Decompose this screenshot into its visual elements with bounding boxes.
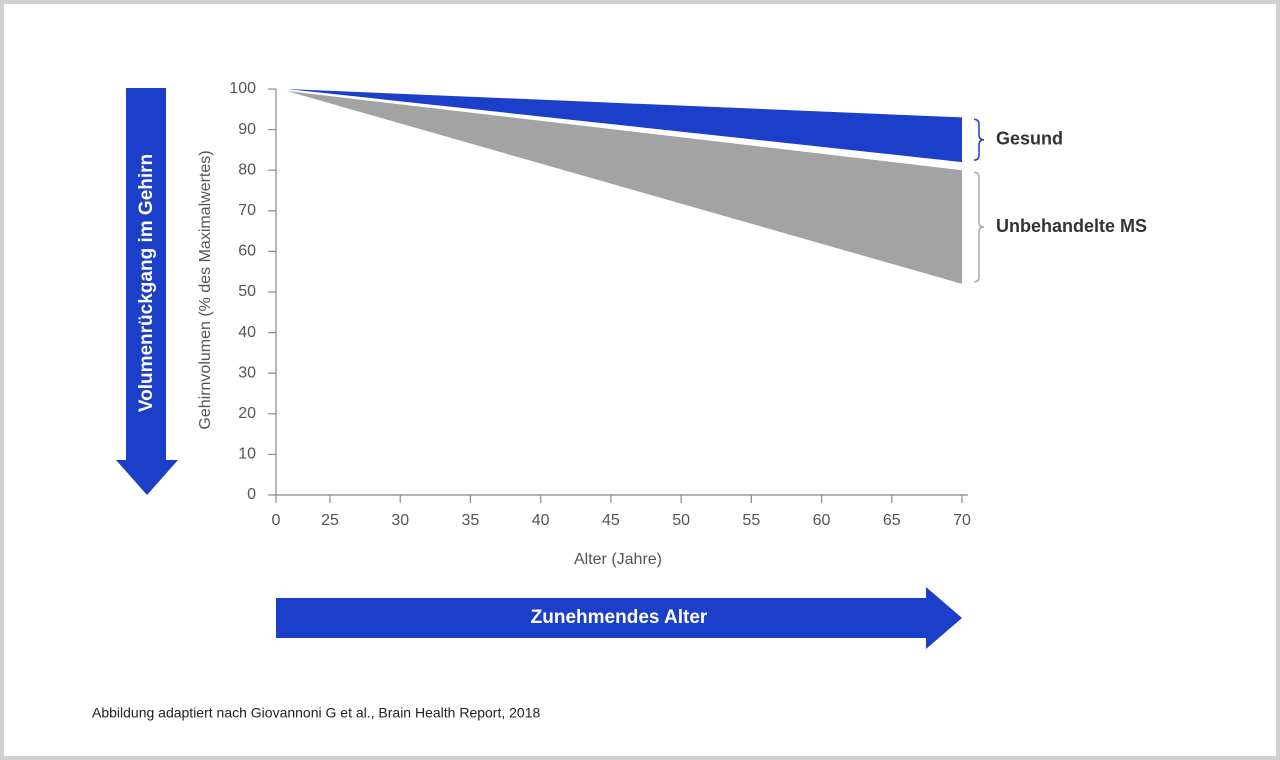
- y-tick-label: 70: [238, 202, 256, 219]
- horizontal-arrow-label: Zunehmendes Alter: [531, 607, 708, 628]
- y-tick-label: 60: [238, 243, 256, 260]
- x-tick-label: 35: [462, 512, 480, 529]
- x-tick-label: 25: [321, 512, 339, 529]
- source-note: Abbildung adaptiert nach Giovannoni G et…: [92, 705, 541, 721]
- x-tick-label: 40: [532, 512, 550, 529]
- x-tick-label: 70: [953, 512, 971, 529]
- range-band: [286, 89, 962, 163]
- legend-label: Gesund: [996, 129, 1063, 149]
- y-tick-label: 50: [238, 283, 256, 300]
- x-tick-label: 55: [742, 512, 760, 529]
- x-tick-label: 0: [272, 512, 281, 529]
- y-tick-label: 10: [238, 446, 256, 463]
- vertical-arrow-label: Volumenrückgang im Gehirn: [136, 154, 157, 412]
- bracket: [973, 118, 985, 161]
- vertical-arrow: [116, 88, 178, 495]
- y-tick-label: 40: [238, 324, 256, 341]
- range-band: [286, 91, 962, 284]
- horizontal-arrow: [276, 587, 962, 649]
- x-tick-label: 50: [672, 512, 690, 529]
- y-tick-label: 80: [238, 161, 256, 178]
- legend-label: Unbehandelte MS: [996, 216, 1147, 236]
- y-tick-label: 90: [238, 121, 256, 138]
- y-tick-label: 30: [238, 364, 256, 381]
- x-axis-title: Alter (Jahre): [574, 551, 662, 568]
- x-tick-label: 30: [391, 512, 409, 529]
- y-tick-label: 20: [238, 405, 256, 422]
- y-tick-label: 0: [247, 486, 256, 503]
- y-tick-label: 100: [229, 80, 256, 97]
- x-tick-label: 65: [883, 512, 901, 529]
- bracket: [973, 171, 985, 283]
- x-tick-label: 60: [813, 512, 831, 529]
- y-axis-title: Gehirnvolumen (% des Maximalwertes): [197, 150, 214, 429]
- x-tick-label: 45: [602, 512, 620, 529]
